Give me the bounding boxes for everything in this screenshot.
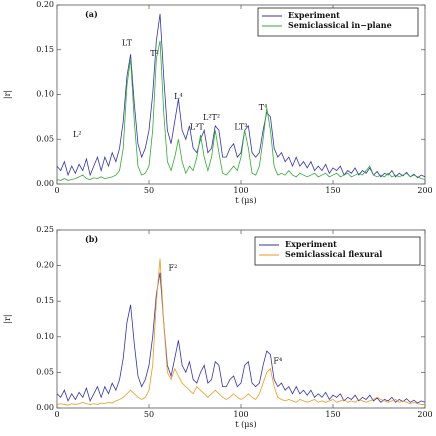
y-tick-label: 0.20	[36, 0, 54, 9]
data-line	[56, 258, 425, 406]
data-line	[56, 13, 426, 179]
x-axis-label: t (μs)	[235, 196, 256, 205]
y-tick-label: 0.00	[36, 179, 54, 188]
annotation: F²	[169, 263, 178, 272]
annotation: L²	[73, 130, 82, 139]
data-line	[56, 40, 426, 181]
x-tick-label: 150	[325, 186, 340, 195]
y-tick-label: 0.10	[36, 332, 54, 341]
y-tick-label: 0.10	[36, 90, 54, 99]
y-axis-label: |r|	[3, 90, 12, 99]
annotation: LT³	[234, 123, 247, 132]
legend-label: Experiment	[288, 10, 340, 20]
x-tick-label: 200	[417, 410, 432, 419]
annotation: F⁴	[273, 357, 282, 366]
annotation: LT	[122, 38, 133, 47]
x-tick-label: 100	[233, 186, 248, 195]
annotation: T⁴	[259, 103, 268, 112]
x-tick-label: 50	[144, 410, 154, 419]
legend-box	[257, 7, 419, 37]
panel: 0.00 0.05 0.10 0.15 0.20 0 50 100 150 200 t (μs) |r…	[3, 0, 433, 205]
y-tick-label: 0.00	[36, 403, 54, 412]
y-tick-label: 0.15	[36, 296, 54, 305]
y-tick-label: 0.05	[36, 367, 54, 376]
x-axis-label: t (μs)	[235, 420, 256, 429]
panel-label: (b)	[85, 234, 98, 244]
panel-label: (a)	[85, 9, 98, 19]
y-tick-label: 0.25	[36, 225, 54, 234]
legend-label: Experiment	[285, 239, 337, 249]
data-line	[56, 272, 426, 404]
legend-label: Semiclassical in−plane	[288, 20, 392, 30]
y-tick-label: 0.05	[36, 134, 54, 143]
x-tick-label: 150	[325, 410, 340, 419]
annotation: L³T	[190, 123, 205, 132]
x-tick-label: 0	[54, 186, 59, 195]
annotation: L⁴	[174, 92, 183, 101]
y-tick-label: 0.15	[36, 45, 54, 54]
x-tick-label: 200	[417, 186, 432, 195]
legend-box	[254, 236, 421, 266]
legend-label: Semiclassical flexural	[285, 249, 382, 259]
x-tick-label: 0	[54, 410, 59, 419]
x-tick-label: 100	[233, 410, 248, 419]
panel: 0.00 0.05 0.10 0.15 0.20 0.25 0 50 100 150 200 t (μ…	[3, 225, 433, 429]
x-tick-label: 50	[144, 186, 154, 195]
annotation: L²T²	[203, 113, 220, 122]
annotation: T²	[150, 49, 159, 58]
y-tick-label: 0.20	[36, 261, 54, 270]
y-axis-label: |r|	[3, 314, 12, 323]
